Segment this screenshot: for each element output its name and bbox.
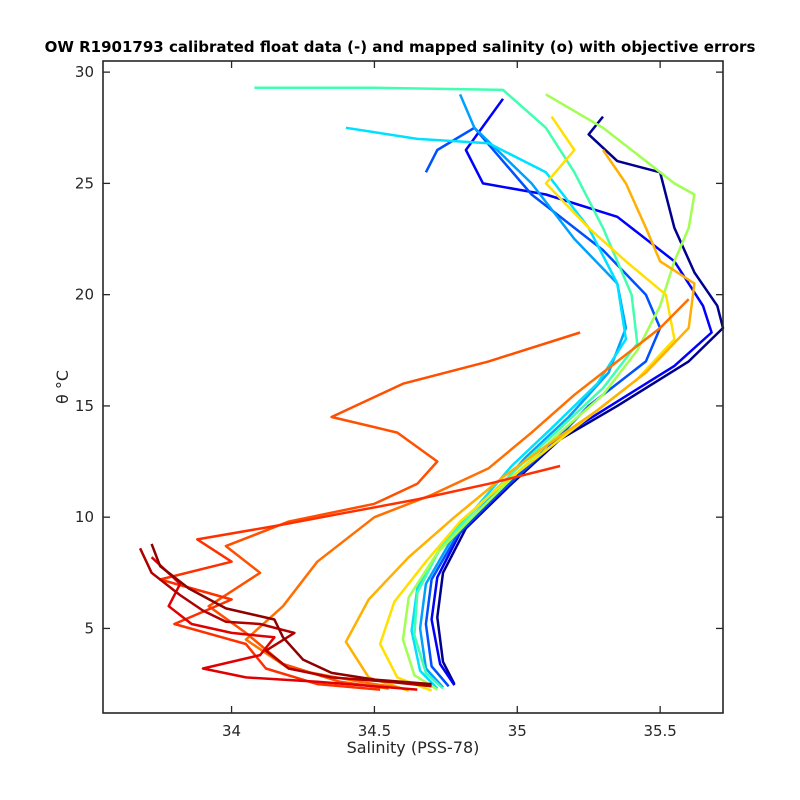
y-tick-label: 10 (75, 508, 94, 526)
profile-line-12 (158, 464, 561, 691)
y-tick-label: 20 (75, 286, 94, 304)
y-axis-label: θ °C (53, 370, 72, 404)
profile-line-3 (424, 126, 662, 688)
x-axis-label: Salinity (PSS-78) (347, 738, 480, 757)
profile-line-9 (344, 149, 696, 692)
y-tick-label: 15 (75, 397, 94, 415)
x-axis: 34 34.5 35 35.5 (222, 61, 677, 740)
profile-line-15 (150, 543, 432, 686)
x-tick-label: 34 (222, 722, 241, 740)
y-tick-label: 30 (75, 63, 94, 81)
x-tick-label: 35 (508, 722, 527, 740)
y-tick-label: 5 (84, 619, 94, 637)
series-layer (138, 86, 725, 692)
profile-line-14 (138, 547, 432, 688)
profile-line-1 (436, 115, 725, 685)
x-tick-label: 34.5 (358, 722, 391, 740)
profile-line-6 (254, 86, 639, 690)
plot-area-frame (102, 60, 724, 714)
y-tick-label: 25 (75, 174, 94, 192)
chart-title: OW R1901793 calibrated float data (-) an… (45, 38, 756, 56)
y-axis: 5 10 15 20 25 30 (75, 63, 723, 637)
profile-line-7 (401, 93, 696, 691)
profile-line-4 (418, 93, 628, 689)
profile-line-13 (150, 556, 418, 691)
profile-line-2 (430, 98, 713, 686)
profile-line-5 (345, 126, 628, 690)
x-tick-label: 35.5 (643, 722, 676, 740)
